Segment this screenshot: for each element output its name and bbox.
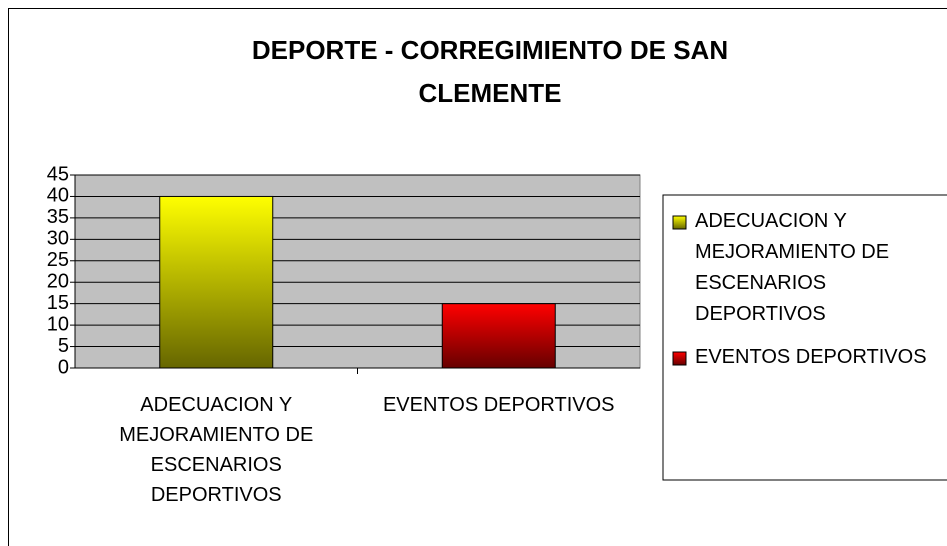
y-tick-label: 15 xyxy=(47,292,69,314)
y-tick-label: 25 xyxy=(47,249,69,271)
bar xyxy=(159,195,274,369)
y-tick-label: 0 xyxy=(58,356,69,378)
legend-label: ADECUACION Y MEJORAMIENTO DE ESCENARIOS DEP… xyxy=(695,210,889,325)
y-tick-label: 5 xyxy=(58,335,69,357)
y-tick-label: 40 xyxy=(47,185,69,207)
y-tick-label: 30 xyxy=(47,228,69,250)
legend-swatch xyxy=(672,215,687,230)
y-tick-label: 45 xyxy=(47,163,69,185)
x-tick-label: ADECUACION Y MEJORAMIENTO DE ESCENARIOS DEP… xyxy=(119,394,313,506)
y-tick-label: 10 xyxy=(47,313,69,335)
y-tick-label: 35 xyxy=(47,206,69,228)
bar xyxy=(441,303,556,369)
legend-swatch xyxy=(672,351,687,366)
chart-title: DEPORTE - CORREGIMIENTO DE SAN CLEMENTE xyxy=(252,35,728,108)
legend xyxy=(662,194,947,481)
x-tick-label: EVENTOS DEPORTIVOS xyxy=(383,394,615,416)
y-tick-label: 20 xyxy=(47,271,69,293)
legend-label: EVENTOS DEPORTIVOS xyxy=(695,346,927,368)
